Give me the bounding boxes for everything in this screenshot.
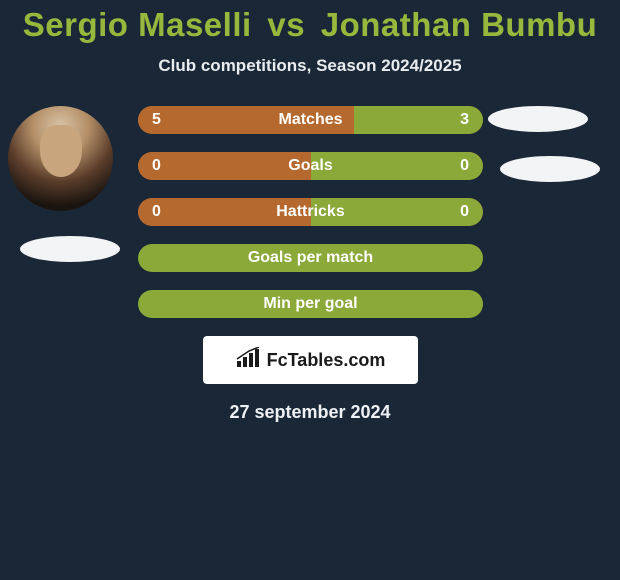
player-right-badge-1 bbox=[488, 106, 588, 132]
stat-bar: 5 3 Matches bbox=[138, 106, 483, 134]
stat-bar: Min per goal bbox=[138, 290, 483, 318]
stat-bar: 0 0 Goals bbox=[138, 152, 483, 180]
date-text: 27 september 2024 bbox=[0, 402, 620, 423]
stat-label: Goals per match bbox=[248, 249, 373, 267]
player-left-name: Sergio Maselli bbox=[23, 6, 252, 43]
vs-word: vs bbox=[267, 6, 305, 43]
subtitle: Club competitions, Season 2024/2025 bbox=[0, 56, 620, 76]
stat-value-left: 5 bbox=[152, 111, 161, 129]
brand-icon bbox=[235, 347, 261, 374]
stat-value-right: 0 bbox=[460, 203, 469, 221]
stat-bar: Goals per match bbox=[138, 244, 483, 272]
brand-badge: FcTables.com bbox=[203, 336, 418, 384]
stat-label: Matches bbox=[278, 111, 342, 129]
page-title: Sergio Maselli vs Jonathan Bumbu bbox=[0, 6, 620, 44]
stat-bar: 0 0 Hattricks bbox=[138, 198, 483, 226]
player-left-avatar bbox=[8, 106, 113, 211]
stat-value-right: 0 bbox=[460, 157, 469, 175]
player-right-badge-2 bbox=[500, 156, 600, 182]
stat-bar-fill-left bbox=[138, 152, 311, 180]
stat-bar-fill-right bbox=[311, 152, 484, 180]
stat-bars: 5 3 Matches 0 0 Goals 0 0 Hattricks Goals per mat… bbox=[138, 106, 483, 318]
player-right-name: Jonathan Bumbu bbox=[321, 6, 598, 43]
player-left-badge bbox=[20, 236, 120, 262]
stat-value-right: 3 bbox=[460, 111, 469, 129]
stat-value-left: 0 bbox=[152, 157, 161, 175]
comparison-content: 5 3 Matches 0 0 Goals 0 0 Hattricks Goals per mat… bbox=[0, 106, 620, 423]
brand-text: FcTables.com bbox=[267, 350, 386, 371]
stat-label: Min per goal bbox=[263, 295, 357, 313]
stat-label: Goals bbox=[288, 157, 332, 175]
stat-value-left: 0 bbox=[152, 203, 161, 221]
stat-label: Hattricks bbox=[276, 203, 344, 221]
